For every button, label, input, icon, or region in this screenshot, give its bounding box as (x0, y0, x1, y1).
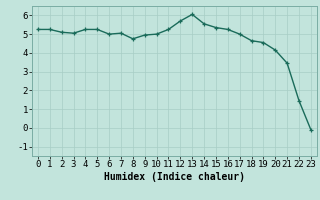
X-axis label: Humidex (Indice chaleur): Humidex (Indice chaleur) (104, 172, 245, 182)
